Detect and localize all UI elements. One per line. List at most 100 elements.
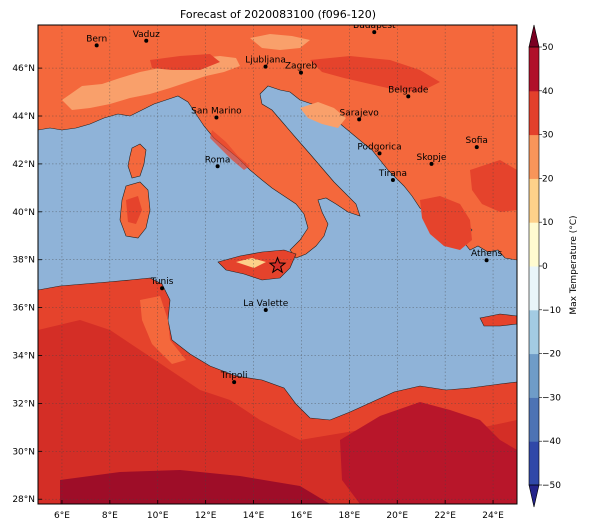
- lat-tick-label: 40°N: [12, 208, 35, 218]
- city-dot: [263, 64, 268, 69]
- map-axis-ticks: 6°E 8°E 10°E 12°E 14°E 16°E 18°E 20°E 22°E 24°E 28…: [12, 64, 504, 521]
- map-frame: [37, 24, 518, 505]
- city-dot: [390, 177, 395, 182]
- colorbar-tick-label: −50: [542, 481, 561, 491]
- lat-tick-label: 46°N: [12, 64, 35, 74]
- land-hot-hungary: [310, 56, 440, 92]
- colorbar-segment: [529, 134, 539, 179]
- city-label: Tunis: [150, 277, 174, 287]
- city-dot: [474, 145, 479, 150]
- lon-tick-label: 6°E: [54, 511, 70, 521]
- city-label: Tirana: [378, 169, 407, 179]
- colorbar-min-extension: [528, 484, 540, 508]
- city-label: Skopje: [417, 153, 447, 163]
- land-sicily-cool: [236, 258, 266, 268]
- lon-tick-label: 14°E: [243, 511, 265, 521]
- city-dot: [263, 308, 268, 313]
- lat-tick-label: 28°N: [12, 495, 35, 505]
- colorbar-segment: [529, 47, 539, 92]
- city-dot: [160, 286, 165, 291]
- city-dot: [144, 38, 149, 43]
- colorbar-tick-label: −10: [542, 306, 561, 316]
- land-hot-greece: [420, 196, 472, 250]
- city-label: Vaduz: [133, 30, 160, 40]
- city-dot: [232, 380, 237, 385]
- colorbar-segment: [529, 309, 539, 355]
- colorbar-tick-label: 30: [542, 131, 554, 141]
- lat-tick-label: 44°N: [12, 112, 35, 122]
- colorbar-tick-label: 50: [542, 43, 554, 53]
- city-dot: [215, 164, 220, 169]
- map-title: Forecast of 2020083100 (f096-120): [180, 8, 376, 21]
- lon-tick-label: 10°E: [147, 511, 169, 521]
- colorbar-segment: [529, 266, 539, 311]
- city-dot: [298, 70, 303, 75]
- city-label: Tripoli: [220, 371, 248, 381]
- land-africa-hotter: [340, 402, 517, 504]
- city-label: Roma: [205, 155, 231, 165]
- lat-tick-label: 38°N: [12, 256, 35, 266]
- colorbar-segment: [529, 222, 539, 267]
- land-cool-balkan: [300, 102, 346, 128]
- colorbar-tick-label: −30: [542, 393, 561, 403]
- city-dot: [429, 161, 434, 166]
- land-italy-coast: [210, 130, 250, 170]
- city-label: Zagreb: [285, 62, 317, 72]
- lon-tick-label: 22°E: [434, 511, 456, 521]
- colorbar-segment: [529, 353, 539, 398]
- lon-tick-label: 20°E: [386, 511, 408, 521]
- city-dot: [377, 151, 382, 156]
- city-dot: [484, 258, 489, 263]
- land-corsica: [127, 143, 147, 179]
- colorbar-tick-label: 40: [542, 87, 554, 97]
- city-label: Sarajevo: [340, 108, 380, 118]
- city-dot: [214, 115, 219, 120]
- colorbar-tick-label: −40: [542, 437, 561, 447]
- colorbar: −50 −40 −30 −20 −10 0 10 20 30 40 50: [528, 24, 561, 508]
- city-label: San Marino: [191, 106, 242, 116]
- land-hot-po: [150, 54, 220, 70]
- city-dot: [406, 94, 411, 99]
- lat-tick-label: 42°N: [12, 160, 35, 170]
- colorbar-tick-label: 20: [542, 174, 554, 184]
- city-label: Podgorica: [357, 142, 401, 152]
- land-sardinia-hot: [126, 196, 142, 224]
- city-label: La Valette: [243, 299, 288, 309]
- colorbar-segment: [529, 397, 539, 442]
- city-label: Belgrade: [388, 85, 429, 95]
- colorbar-label: Max Temperature (°C): [569, 215, 579, 314]
- land-hot-east: [470, 160, 517, 212]
- colorbar-segment: [529, 90, 539, 136]
- lat-tick-label: 30°N: [12, 447, 35, 457]
- lon-tick-label: 8°E: [102, 511, 118, 521]
- lat-tick-label: 34°N: [12, 352, 35, 362]
- lon-tick-label: 18°E: [339, 511, 361, 521]
- lat-tick-label: 32°N: [12, 399, 35, 409]
- colorbar-tick-label: 0: [542, 262, 548, 272]
- colorbar-segment: [529, 441, 539, 486]
- lon-tick-label: 24°E: [482, 511, 504, 521]
- star-marker: [268, 256, 287, 274]
- lon-tick-label: 12°E: [195, 511, 217, 521]
- city-dot: [357, 117, 362, 122]
- city-label: Athens: [471, 249, 502, 259]
- colorbar-tick-label: −20: [542, 350, 561, 360]
- colorbar-segment: [529, 178, 539, 223]
- lon-tick-label: 16°E: [291, 511, 313, 521]
- city-label: Bern: [86, 34, 107, 44]
- land-tunisia-warm: [140, 296, 186, 364]
- land-africa-hottest: [60, 470, 330, 504]
- city-label: Budapest: [353, 21, 396, 31]
- land-crete: [479, 313, 517, 327]
- colorbar-max-extension: [528, 24, 540, 48]
- land-cool-north: [250, 34, 310, 50]
- lat-tick-label: 36°N: [12, 304, 35, 314]
- city-label: Ljubljana: [245, 56, 286, 66]
- city-dot: [372, 30, 377, 35]
- city-label: Sofia: [466, 136, 488, 146]
- city-dot: [94, 43, 99, 48]
- colorbar-tick-label: 10: [542, 218, 554, 228]
